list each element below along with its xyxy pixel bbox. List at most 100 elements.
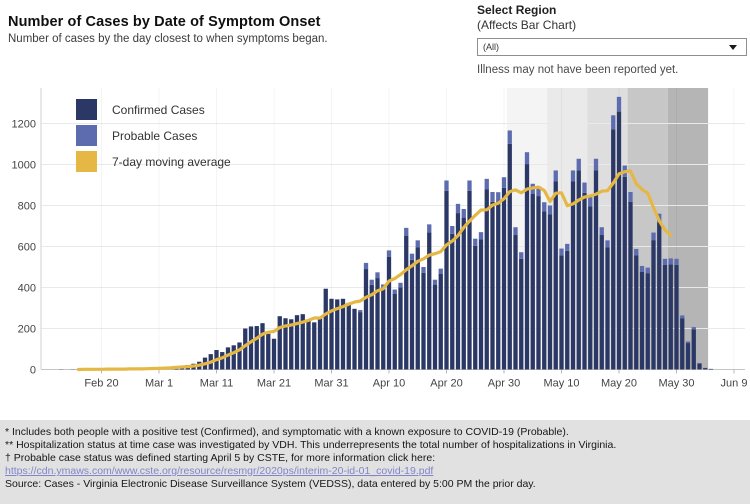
bar-confirmed[interactable]	[570, 181, 576, 370]
bar-probable[interactable]	[582, 182, 587, 193]
bar[interactable]	[248, 326, 254, 370]
bar-confirmed[interactable]	[294, 315, 300, 370]
bar[interactable]	[599, 227, 604, 370]
bar[interactable]	[662, 258, 668, 370]
legend-item-7-day-moving-average[interactable]: 7-day moving average	[76, 151, 231, 172]
bar[interactable]	[444, 180, 449, 370]
bar[interactable]	[639, 265, 645, 370]
bar-confirmed[interactable]	[450, 233, 455, 370]
bar[interactable]	[225, 347, 231, 370]
bar-confirmed[interactable]	[697, 363, 702, 370]
bar-confirmed[interactable]	[530, 194, 535, 370]
bar[interactable]	[300, 314, 305, 370]
bar-confirmed[interactable]	[317, 317, 323, 370]
bar[interactable]	[473, 238, 478, 370]
bar[interactable]	[519, 252, 524, 370]
bar-confirmed[interactable]	[553, 181, 558, 370]
bar[interactable]	[616, 96, 622, 370]
bar[interactable]	[588, 197, 593, 370]
bar[interactable]	[547, 205, 553, 370]
bar-probable[interactable]	[513, 227, 518, 236]
bar-confirmed[interactable]	[513, 235, 518, 370]
bar-probable[interactable]	[484, 178, 489, 190]
bar-confirmed[interactable]	[323, 288, 328, 370]
bar-confirmed[interactable]	[542, 211, 547, 370]
bar-confirmed[interactable]	[628, 201, 633, 370]
bar[interactable]	[260, 323, 265, 370]
bar-confirmed[interactable]	[536, 196, 541, 370]
bar-confirmed[interactable]	[231, 345, 236, 370]
bar-confirmed[interactable]	[243, 328, 248, 370]
bar-confirmed[interactable]	[352, 308, 357, 370]
bar[interactable]	[375, 272, 380, 370]
bar-probable[interactable]	[547, 205, 553, 215]
bar-confirmed[interactable]	[496, 202, 501, 370]
bar[interactable]	[432, 279, 438, 370]
bar[interactable]	[708, 368, 714, 370]
bar-confirmed[interactable]	[559, 255, 564, 370]
bar[interactable]	[559, 248, 564, 370]
bar-probable[interactable]	[605, 240, 610, 248]
bar-probable[interactable]	[651, 232, 656, 241]
bar-confirmed[interactable]	[266, 333, 271, 370]
bar-confirmed[interactable]	[484, 189, 489, 370]
bar[interactable]	[691, 327, 696, 370]
bar[interactable]	[438, 268, 443, 370]
bar[interactable]	[536, 186, 541, 370]
bar-confirmed[interactable]	[300, 314, 305, 370]
bar-probable[interactable]	[496, 192, 501, 203]
bar-probable[interactable]	[570, 170, 576, 182]
bar[interactable]	[697, 363, 702, 370]
bar-confirmed[interactable]	[455, 213, 461, 370]
bar-confirmed[interactable]	[237, 342, 242, 370]
bar-confirmed[interactable]	[461, 217, 466, 370]
bar[interactable]	[323, 288, 328, 370]
bar[interactable]	[237, 342, 242, 370]
bar-probable[interactable]	[542, 202, 547, 212]
bar-confirmed[interactable]	[329, 298, 334, 370]
bar-confirmed[interactable]	[582, 192, 587, 370]
bar-confirmed[interactable]	[657, 222, 662, 370]
bar-confirmed[interactable]	[524, 164, 530, 370]
bar-probable[interactable]	[628, 191, 633, 202]
bar[interactable]	[455, 203, 461, 370]
bar-confirmed[interactable]	[507, 143, 512, 370]
bar-probable[interactable]	[478, 232, 484, 240]
bar[interactable]	[386, 250, 392, 370]
bar-probable[interactable]	[576, 158, 581, 171]
bar-confirmed[interactable]	[335, 299, 340, 370]
bar[interactable]	[415, 240, 420, 370]
bar[interactable]	[289, 319, 294, 370]
bar[interactable]	[329, 298, 334, 370]
bar-confirmed[interactable]	[346, 302, 351, 370]
bar-probable[interactable]	[501, 177, 507, 188]
bar-probable[interactable]	[369, 279, 374, 285]
bar-probable[interactable]	[691, 327, 696, 330]
bar-probable[interactable]	[490, 191, 495, 202]
bar[interactable]	[478, 232, 484, 370]
bar-probable[interactable]	[438, 268, 443, 274]
bar[interactable]	[461, 208, 466, 370]
bar-probable[interactable]	[593, 158, 599, 171]
bar-probable[interactable]	[409, 253, 415, 260]
bar-probable[interactable]	[427, 224, 432, 233]
bar[interactable]	[381, 284, 386, 370]
bar-confirmed[interactable]	[680, 318, 685, 370]
bar[interactable]	[565, 243, 570, 370]
region-dropdown[interactable]: (All)	[477, 38, 747, 56]
bar[interactable]	[542, 202, 547, 370]
bar[interactable]	[277, 316, 282, 370]
bar-confirmed[interactable]	[438, 273, 443, 370]
bar-confirmed[interactable]	[398, 287, 403, 370]
bar-confirmed[interactable]	[432, 284, 438, 370]
bar-confirmed[interactable]	[444, 190, 449, 370]
bar[interactable]	[703, 367, 708, 370]
bar-confirmed[interactable]	[668, 264, 673, 370]
bar[interactable]	[576, 158, 581, 370]
bar-probable[interactable]	[507, 130, 512, 144]
bar[interactable]	[651, 232, 656, 370]
bar-confirmed[interactable]	[674, 264, 679, 370]
bar[interactable]	[346, 302, 351, 370]
bar-confirmed[interactable]	[708, 368, 714, 370]
bar[interactable]	[501, 177, 507, 370]
